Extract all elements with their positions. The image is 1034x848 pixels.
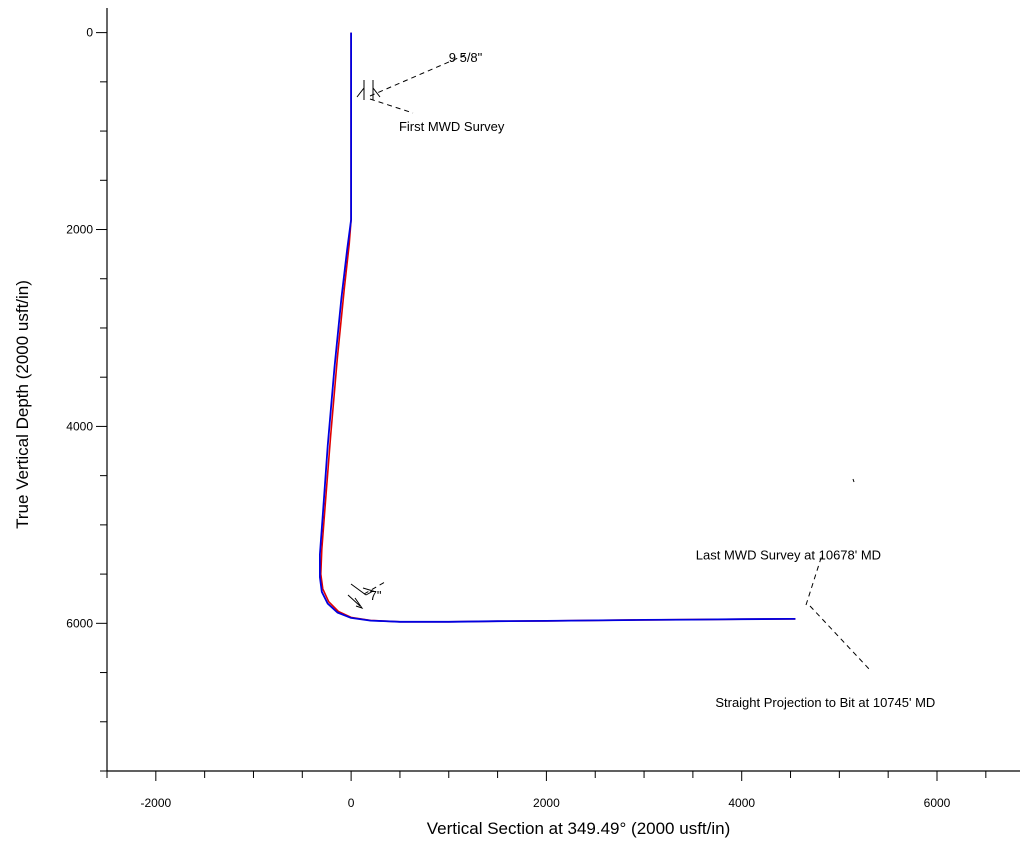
x-tick-label: 4000: [728, 796, 755, 810]
annotations-group: 9 5/8" First MWD Survey 7" Last MWD Survey …: [370, 50, 936, 710]
casing7-shoe-upper: [362, 587, 375, 596]
stray-mark: [852, 478, 855, 483]
y-axis-title: True Vertical Depth (2000 usft/in): [13, 280, 32, 529]
y-tick-label: 4000: [66, 419, 93, 433]
annotation-label: 9 5/8": [449, 50, 483, 65]
series-group: [318, 32, 796, 623]
casing-marks: [347, 80, 381, 609]
y-tick-label: 2000: [66, 223, 93, 237]
leader-7-inch: [363, 581, 386, 595]
annotation-label: First MWD Survey: [399, 119, 505, 134]
x-tick-label: 6000: [924, 796, 951, 810]
axes: [106, 8, 1020, 772]
casing7-line-lower: [347, 594, 361, 607]
x-tick-label: 2000: [533, 796, 560, 810]
casing7-line-upper: [350, 583, 367, 596]
annotation-label: 7": [370, 588, 382, 603]
leader-projection: [809, 605, 871, 671]
series-line-2: [318, 32, 796, 623]
x-ticks: -2000 0 2000 4000 6000: [106, 771, 987, 810]
casing-shoe-right: [372, 86, 381, 98]
y-tick-label: 0: [86, 26, 93, 40]
series-line-1: [319, 32, 796, 623]
x-tick-label: -2000: [140, 796, 171, 810]
annotation-label: Straight Projection to Bit at 10745' MD: [715, 695, 935, 710]
y-ticks: 0 2000 4000 6000: [66, 26, 107, 772]
annotation-label: Last MWD Survey at 10678' MD: [696, 547, 881, 562]
casing7-shoe-lower: [354, 597, 364, 609]
x-tick-label: 0: [348, 796, 355, 810]
leader-first-mwd: [369, 98, 414, 114]
x-axis-title: Vertical Section at 349.49° (2000 usft/i…: [427, 819, 731, 838]
casing-shoe-left: [356, 86, 365, 98]
leader-last-mwd: [805, 554, 823, 606]
y-tick-label: 6000: [66, 616, 93, 630]
annotation-leaders: [363, 54, 871, 671]
